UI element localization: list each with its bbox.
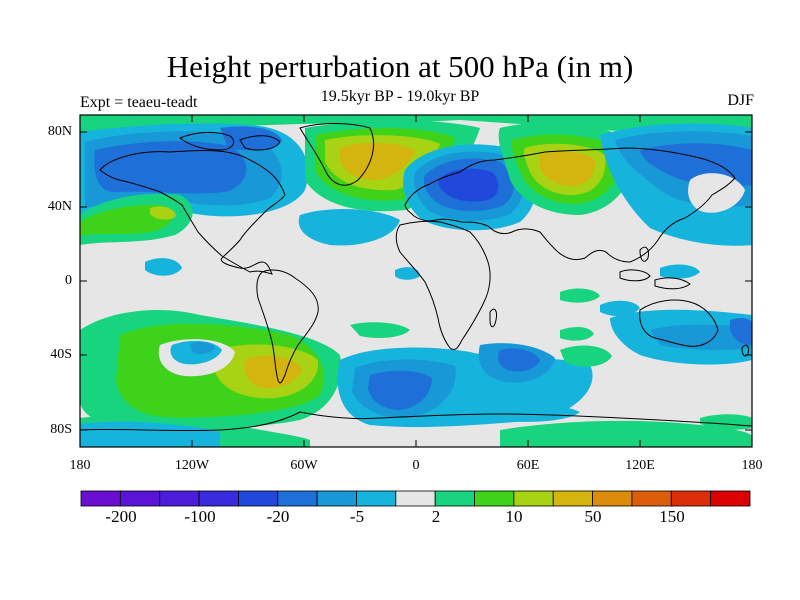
coastline-new-guinea xyxy=(654,277,691,290)
colorbar-label: -200 xyxy=(105,507,137,526)
colorbar-label: 2 xyxy=(431,507,441,526)
colorbar xyxy=(80,490,751,507)
contour-region xyxy=(660,264,700,279)
colorbar-swatch xyxy=(631,490,672,507)
lat-label: 80N xyxy=(47,124,72,139)
contour-region xyxy=(80,421,220,447)
contour-region xyxy=(220,126,282,151)
coastline-south-america xyxy=(256,269,319,384)
contour-region xyxy=(560,326,594,341)
contour-region xyxy=(540,151,596,186)
contour-region xyxy=(368,370,432,410)
lat-label: 40N xyxy=(47,199,72,214)
contour-region xyxy=(560,288,600,303)
coastline-australia xyxy=(639,299,719,347)
colorbar-swatch xyxy=(238,490,279,507)
contour-region xyxy=(94,141,247,194)
lon-ticks xyxy=(191,115,641,447)
colorbar-label: -5 xyxy=(349,507,365,526)
colorbar-swatch xyxy=(670,490,712,507)
colorbar-swatch xyxy=(356,490,397,507)
colorbar-swatch xyxy=(119,490,161,507)
coastline-arctic-islands xyxy=(179,131,235,151)
contour-region xyxy=(498,348,540,372)
contour-region xyxy=(350,322,410,338)
colorbar-swatch xyxy=(159,490,200,507)
lon-label: 120E xyxy=(625,458,655,473)
colorbar-swatch xyxy=(474,490,515,507)
contour-region xyxy=(150,206,176,220)
lat-label: 40S xyxy=(50,347,72,362)
colorbar-swatch xyxy=(277,490,318,507)
contour-region xyxy=(145,258,182,276)
colorbar-swatch xyxy=(395,490,436,507)
colorbar-label: -20 xyxy=(266,507,290,526)
contour-region xyxy=(729,317,752,345)
lon-label: 120W xyxy=(174,458,210,473)
colorbar-label: 50 xyxy=(584,507,602,526)
contour-region xyxy=(244,355,302,388)
contour-region xyxy=(395,267,420,280)
coastline-indonesia xyxy=(619,269,651,282)
lon-label: 60W xyxy=(290,458,318,473)
colorbar-label: 150 xyxy=(659,507,685,526)
plot-subtitle: 19.5kyr BP - 19.0kyr BP xyxy=(320,88,480,105)
lon-label: 180 xyxy=(741,458,763,473)
lon-label: 60E xyxy=(516,458,540,473)
colorbar-label: -100 xyxy=(184,507,216,526)
contour-region xyxy=(560,345,612,367)
coastline-arctic-islands xyxy=(239,135,281,151)
contour-region xyxy=(80,204,173,236)
plot-title: Height perturbation at 500 hPa (in m) xyxy=(166,49,634,84)
lat-label: 80S xyxy=(50,422,72,437)
coastline-antarctica xyxy=(80,411,752,432)
lat-label: 0 xyxy=(65,273,72,288)
coastline-philippines xyxy=(639,246,649,262)
contour-region xyxy=(80,115,752,140)
colorbar-swatch xyxy=(592,490,633,507)
season-label: DJF xyxy=(727,92,754,109)
coastlines xyxy=(80,123,752,432)
coastline-africa xyxy=(395,220,491,351)
colorbar-swatch xyxy=(316,490,357,507)
colorbar-swatch xyxy=(513,490,554,507)
lon-label: 180 xyxy=(69,458,91,473)
colorbar-swatch xyxy=(80,490,121,507)
experiment-label: Expt = teaeu-teadt xyxy=(80,94,198,111)
colorbar-swatch xyxy=(710,490,751,507)
coastline-new-zealand xyxy=(741,344,749,357)
lat-ticks xyxy=(80,131,752,431)
contour-fill-layer xyxy=(80,115,752,447)
contour-region xyxy=(700,414,752,430)
coastline-greenland xyxy=(299,123,374,186)
coastline-madagascar xyxy=(489,308,497,328)
contour-region xyxy=(688,173,745,213)
coastline-north-america xyxy=(99,149,286,275)
contour-region xyxy=(480,403,580,422)
contour-region xyxy=(438,168,499,202)
contour-region xyxy=(340,142,415,180)
colorbar-swatch xyxy=(552,490,593,507)
contour-region xyxy=(600,300,640,317)
lon-label: 0 xyxy=(412,458,420,473)
colorbar-label: 10 xyxy=(505,507,523,526)
colorbar-swatch xyxy=(434,490,475,507)
contour-region xyxy=(500,420,752,447)
contour-region xyxy=(298,208,400,246)
contour-region xyxy=(190,341,215,355)
colorbar-swatch xyxy=(198,490,239,507)
